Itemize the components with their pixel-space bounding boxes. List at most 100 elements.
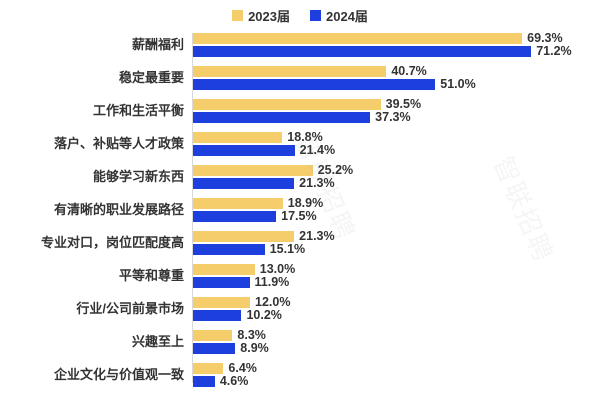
- bar-group-row: 工作和生活平衡 39.5% 37.3%: [0, 97, 600, 124]
- value-label: 8.3%: [237, 328, 266, 342]
- bar-group-row: 能够学习新东西 25.2% 21.3%: [0, 163, 600, 190]
- bar: [193, 376, 215, 387]
- bar-lines: 13.0% 11.9%: [193, 262, 296, 289]
- bar-group-row: 薪酬福利 69.3% 71.2%: [0, 31, 600, 58]
- bar: [193, 79, 436, 90]
- value-label: 4.6%: [219, 374, 249, 388]
- bar-line: 12.0%: [193, 295, 291, 309]
- bar: [193, 330, 233, 341]
- category-label: 有清晰的职业发展路径: [53, 202, 184, 217]
- bar-lines: 8.3% 8.9%: [193, 328, 269, 355]
- bar-line: 18.8%: [193, 130, 335, 144]
- value-label: 18.9%: [287, 196, 324, 210]
- bar: [193, 244, 265, 255]
- bar-group-row: 稳定最重要 40.7% 51.0%: [0, 64, 600, 91]
- value-label: 8.9%: [240, 341, 269, 355]
- y-axis-line: [192, 33, 193, 383]
- bar: [193, 231, 295, 242]
- bar: [193, 112, 371, 123]
- bar-line: 6.4%: [193, 361, 257, 375]
- bar: [193, 198, 283, 209]
- bar: [193, 343, 236, 354]
- bar-line: 25.2%: [193, 163, 354, 177]
- value-label: 12.0%: [255, 295, 291, 309]
- bar: [193, 178, 295, 189]
- bar-lines: 21.3% 15.1%: [193, 229, 335, 255]
- bar: [193, 99, 381, 110]
- bar-group-row: 兴趣至上 8.3% 8.9%: [0, 328, 600, 355]
- bar-line: 10.2%: [193, 308, 290, 322]
- bar-line: 13.0%: [193, 262, 296, 276]
- category-label: 工作和生活平衡: [92, 103, 184, 118]
- value-label: 71.2%: [536, 44, 572, 58]
- bar-group-row: 企业文化与价值观一致 6.4% 4.6%: [0, 361, 600, 388]
- value-label: 11.9%: [254, 275, 290, 289]
- value-label: 6.4%: [228, 361, 257, 375]
- legend-item-2024: 2024届: [310, 6, 368, 25]
- bar-lines: 40.7% 51.0%: [193, 64, 476, 91]
- bar-group-row: 落户、补贴等人才政策 18.8% 21.4%: [0, 130, 600, 157]
- bar-lines: 25.2% 21.3%: [193, 163, 354, 190]
- legend-swatch-2024: [310, 9, 321, 21]
- value-label: 17.5%: [281, 209, 317, 223]
- bar: [193, 132, 283, 143]
- legend-label-2023: 2023届: [248, 8, 290, 24]
- value-label: 39.5%: [385, 97, 422, 111]
- value-label: 40.7%: [391, 64, 427, 78]
- value-label: 18.8%: [287, 130, 323, 144]
- bar-group-row: 行业/公司前景市场 12.0% 10.2%: [0, 295, 600, 322]
- value-label: 37.3%: [375, 110, 411, 124]
- category-label: 稳定最重要: [118, 70, 184, 85]
- category-label: 企业文化与价值观一致: [53, 367, 184, 382]
- value-label: 10.2%: [246, 308, 282, 322]
- legend-item-2023: 2023届: [232, 6, 290, 25]
- bar-lines: 39.5% 37.3%: [193, 97, 422, 124]
- bar-line: 21.3%: [193, 229, 335, 243]
- bar-lines: 18.8% 21.4%: [193, 130, 335, 156]
- bar-line: 39.5%: [193, 97, 422, 111]
- category-label: 兴趣至上: [131, 334, 184, 349]
- bar-group-row: 平等和尊重 13.0% 11.9%: [0, 262, 600, 289]
- category-label: 行业/公司前景市场: [76, 301, 184, 316]
- bar-lines: 6.4% 4.6%: [193, 361, 257, 388]
- bar-line: 37.3%: [193, 110, 421, 124]
- category-label: 能够学习新东西: [92, 169, 184, 184]
- legend-label-2024: 2024届: [326, 8, 368, 24]
- value-label: 51.0%: [440, 77, 476, 91]
- plot-rows: 薪酬福利 69.3% 71.2% 稳定最重要 40.7% 51.0%: [0, 31, 600, 388]
- bar: [193, 264, 255, 275]
- bar-lines: 12.0% 10.2%: [193, 295, 291, 322]
- value-label: 21.3%: [299, 229, 335, 243]
- bar-line: 71.2%: [193, 44, 572, 58]
- bar-group-row: 有清晰的职业发展路径 18.9% 17.5%: [0, 196, 600, 223]
- bar-line: 8.9%: [193, 341, 269, 355]
- value-label: 21.3%: [299, 176, 335, 190]
- bar-line: 4.6%: [193, 374, 257, 388]
- legend: 2023届 2024届: [0, 0, 600, 25]
- bar: [193, 363, 224, 374]
- bar-lines: 69.3% 71.2%: [193, 31, 572, 58]
- category-label: 薪酬福利: [131, 37, 184, 52]
- bar-line: 69.3%: [193, 31, 572, 45]
- bar: [193, 33, 523, 44]
- bar: [193, 165, 313, 176]
- bar: [193, 145, 295, 156]
- bar-line: 18.9%: [193, 196, 324, 210]
- bar-line: 8.3%: [193, 328, 269, 342]
- value-label: 69.3%: [527, 31, 563, 45]
- plot-area: 薪酬福利 69.3% 71.2% 稳定最重要 40.7% 51.0%: [0, 31, 600, 388]
- bar-line: 21.4%: [193, 144, 335, 156]
- bar-line: 15.1%: [193, 243, 335, 255]
- category-label: 落户、补贴等人才政策: [53, 136, 184, 151]
- bar-group-row: 专业对口，岗位匹配度高 21.3% 15.1%: [0, 229, 600, 256]
- bar-lines: 18.9% 17.5%: [193, 196, 324, 223]
- bar: [193, 66, 387, 77]
- bar-line: 17.5%: [193, 209, 323, 223]
- legend-swatch-2023: [232, 9, 244, 21]
- bar-line: 21.3%: [193, 176, 353, 190]
- bar-line: 40.7%: [193, 64, 476, 78]
- bar: [193, 46, 532, 57]
- value-label: 25.2%: [317, 163, 354, 177]
- value-label: 13.0%: [259, 262, 296, 276]
- bar: [193, 310, 242, 321]
